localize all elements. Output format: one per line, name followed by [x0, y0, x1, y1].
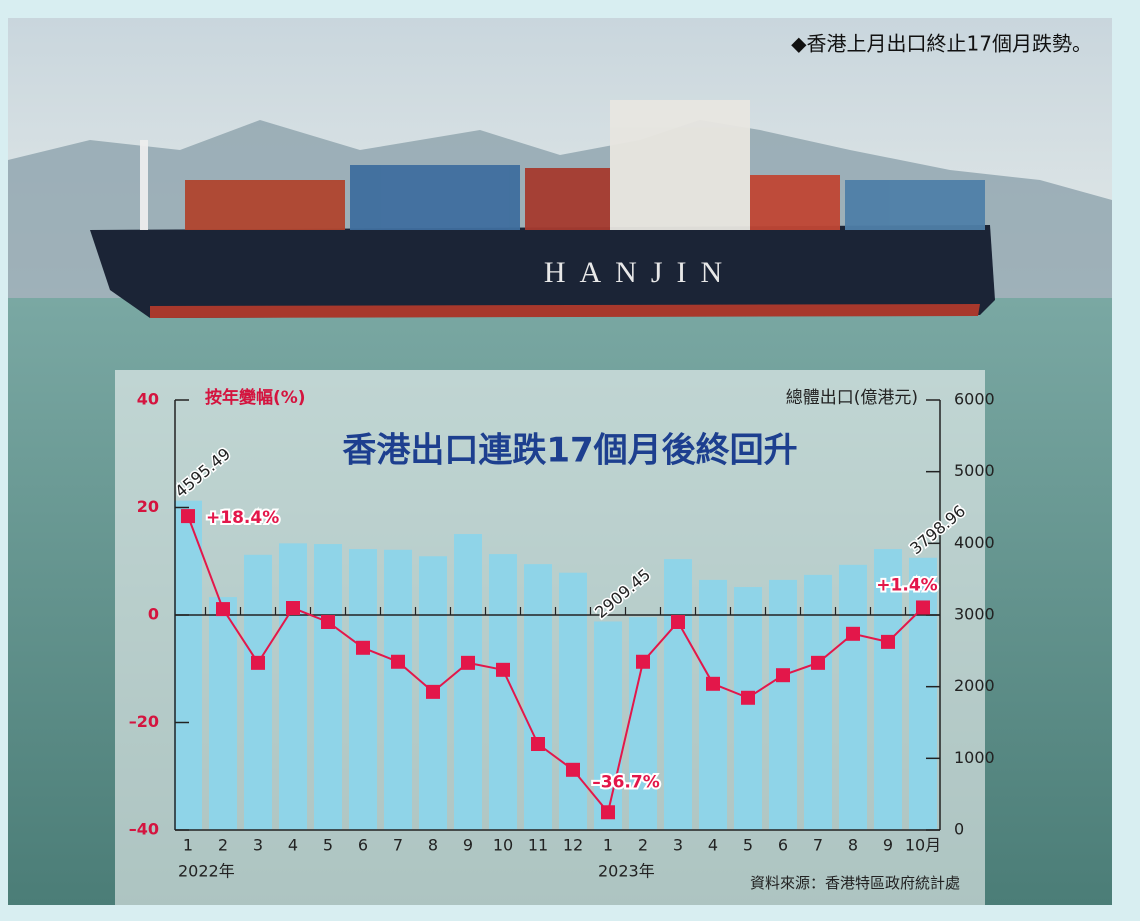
- bar: [559, 573, 587, 830]
- line-marker: [811, 656, 825, 670]
- line-marker: [706, 677, 720, 691]
- bar: [209, 597, 237, 830]
- line-marker: [321, 615, 335, 629]
- x-tick-label: 4: [708, 836, 718, 855]
- y2-tick-label: 4000: [954, 533, 995, 552]
- line-marker: [776, 668, 790, 682]
- x-tick-label: 6: [358, 836, 368, 855]
- x-tick-label: 10: [493, 836, 513, 855]
- x-tick-label: 11: [528, 836, 548, 855]
- x-tick-label: 5: [323, 836, 333, 855]
- y-tick-label: –40: [129, 820, 159, 839]
- y2-tick-label: 1000: [954, 748, 995, 767]
- chart-title: 香港出口連跌17個月後終回升: [342, 431, 797, 471]
- bar: [349, 549, 377, 830]
- x-tick-label: 12: [563, 836, 583, 855]
- y-tick-label: –20: [129, 712, 159, 731]
- x-tick-label: 6: [778, 836, 788, 855]
- y-tick-label: 40: [137, 390, 159, 409]
- line-marker: [636, 655, 650, 669]
- bar: [174, 501, 202, 830]
- ship-name: HANJIN: [544, 256, 736, 289]
- x-tick-label: 8: [848, 836, 858, 855]
- line-value-label: +18.4%: [206, 508, 279, 528]
- y2-tick-label: 3000: [954, 605, 995, 624]
- line-marker: [496, 663, 510, 677]
- line-marker: [216, 602, 230, 616]
- bar: [734, 587, 762, 830]
- source: 資料來源：香港特區政府統計處: [750, 874, 960, 892]
- line-marker: [601, 805, 615, 819]
- x-tick-label: 1: [603, 836, 613, 855]
- x-tick-label: 9: [883, 836, 893, 855]
- bar: [769, 580, 797, 830]
- line-marker: [566, 763, 580, 777]
- line-marker: [356, 641, 370, 655]
- x-tick-label: 10月: [905, 836, 941, 855]
- line-marker: [881, 635, 895, 649]
- line-marker: [531, 737, 545, 751]
- y-tick-label: 0: [148, 605, 159, 624]
- x-tick-label: 3: [253, 836, 263, 855]
- line-value-label: +1.4%: [876, 575, 937, 595]
- y2-tick-label: 0: [954, 820, 964, 839]
- bar: [839, 565, 867, 830]
- line-value-label: –36.7%: [592, 772, 659, 792]
- x-tick-label: 1: [183, 836, 193, 855]
- bar: [279, 543, 307, 830]
- bar: [699, 580, 727, 830]
- bar: [909, 558, 937, 830]
- line-marker: [671, 615, 685, 629]
- line-marker: [391, 655, 405, 669]
- x-group-label: 2022年: [178, 862, 235, 881]
- y2-tick-label: 6000: [954, 390, 995, 409]
- chart: HANJIN ◆香港上月出口終止17個月跌勢。 香港出口連跌17個月後終回升 按…: [0, 0, 1140, 921]
- y2-tick-label: 2000: [954, 676, 995, 695]
- bar: [454, 534, 482, 830]
- y2-axis-label: 總體出口(億港元): [786, 388, 918, 408]
- x-tick-label: 2: [638, 836, 648, 855]
- line-marker: [426, 685, 440, 699]
- line-marker: [286, 601, 300, 615]
- line-marker: [916, 600, 930, 614]
- y-tick-label: 20: [137, 497, 159, 516]
- bar: [664, 559, 692, 830]
- x-tick-label: 5: [743, 836, 753, 855]
- y2-tick-label: 5000: [954, 461, 995, 480]
- line-marker: [461, 656, 475, 670]
- line-marker: [846, 627, 860, 641]
- x-tick-label: 4: [288, 836, 298, 855]
- x-tick-label: 9: [463, 836, 473, 855]
- x-tick-label: 2: [218, 836, 228, 855]
- bar: [524, 564, 552, 830]
- y-axis-label: 按年變幅(%): [205, 387, 306, 408]
- line-marker: [741, 691, 755, 705]
- line-marker: [181, 509, 195, 523]
- caption: ◆香港上月出口終止17個月跌勢。: [791, 32, 1092, 56]
- x-tick-label: 3: [673, 836, 683, 855]
- bar: [244, 555, 272, 830]
- bar: [804, 575, 832, 830]
- bar: [629, 617, 657, 830]
- page: HANJIN ◆香港上月出口終止17個月跌勢。 香港出口連跌17個月後終回升 按…: [0, 0, 1140, 921]
- x-tick-label: 8: [428, 836, 438, 855]
- x-tick-label: 7: [393, 836, 403, 855]
- bar: [384, 550, 412, 830]
- bar: [594, 621, 622, 830]
- line-marker: [251, 656, 265, 670]
- x-tick-label: 7: [813, 836, 823, 855]
- bar: [314, 544, 342, 830]
- x-group-label: 2023年: [598, 862, 655, 881]
